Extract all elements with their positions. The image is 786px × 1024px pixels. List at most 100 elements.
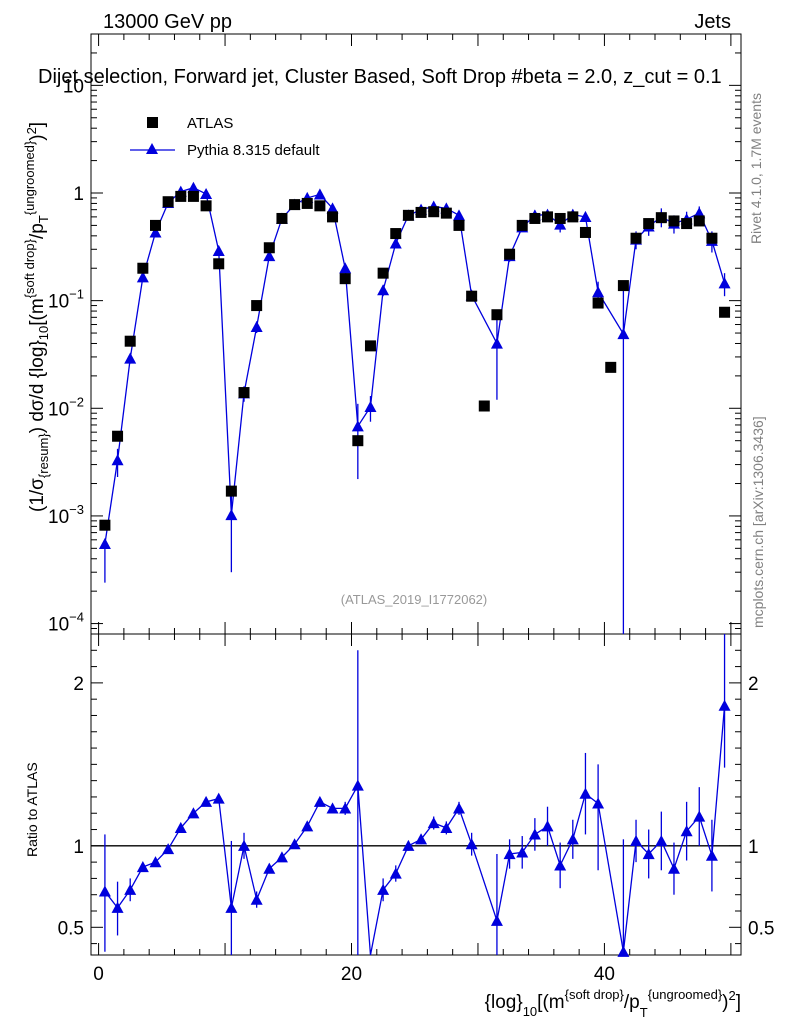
mc-point — [111, 454, 124, 466]
legend-data-label: ATLAS — [187, 115, 233, 132]
data-point — [668, 215, 680, 227]
data-point — [124, 335, 136, 347]
ratio-point — [275, 851, 288, 863]
ratio-point — [212, 792, 225, 804]
legend-mc-label: Pythia 8.315 default — [187, 142, 320, 159]
y-tick-label-ratio-right: 2 — [748, 674, 759, 695]
ratio-point — [630, 834, 643, 847]
ratio-point — [263, 862, 276, 874]
ratio-point — [705, 849, 718, 861]
data-point — [251, 300, 263, 312]
ratio-point — [655, 834, 668, 847]
svg-text:{log}10[(m{soft drop}/pT{ungro: {log}10[(m{soft drop}/pT{ungroomed})2] — [485, 987, 741, 1020]
ratio-point — [579, 787, 592, 799]
data-point — [263, 242, 275, 254]
mc-point — [339, 262, 352, 274]
mc-point — [326, 202, 339, 214]
ratio-point — [111, 901, 124, 913]
ratio-point — [617, 945, 630, 957]
mc-point — [364, 400, 377, 413]
ratio-point — [503, 847, 516, 860]
x-tick-label: 0 — [93, 964, 104, 985]
y-tick-label-ratio: 0.5 — [58, 918, 84, 939]
y-tick-label-main: 10−3 — [48, 502, 84, 528]
rivet-version: Rivet 4.1.0, 1.7M events — [748, 93, 764, 244]
mc-point — [718, 277, 731, 289]
legend-mc-marker — [146, 143, 158, 154]
ratio-point — [225, 901, 238, 913]
ratio-point — [187, 807, 200, 819]
data-point — [681, 218, 693, 230]
ratio-point — [326, 802, 339, 814]
data-point — [339, 273, 351, 285]
ratio-point — [149, 856, 162, 868]
ratio-point — [136, 861, 149, 873]
data-point — [187, 190, 199, 202]
ratio-point — [680, 825, 693, 837]
data-point — [643, 218, 655, 230]
mc-point — [250, 320, 263, 333]
ratio-point — [452, 802, 465, 814]
y-tick-label-ratio: 1 — [73, 837, 84, 858]
ratio-point — [693, 810, 706, 822]
ratio-point — [124, 883, 137, 895]
data-point — [491, 309, 503, 321]
legend-data-marker — [147, 117, 158, 128]
data-point — [617, 280, 629, 292]
y-tick-label-main: 1 — [73, 184, 84, 205]
mc-point — [377, 284, 390, 296]
x-tick-label: 20 — [341, 964, 362, 985]
data-point — [415, 206, 427, 218]
data-point — [364, 340, 376, 352]
data-point — [592, 297, 604, 309]
ratio-point — [566, 833, 579, 845]
ratio-point — [465, 838, 478, 850]
ratio-point — [98, 885, 111, 897]
data-point — [440, 207, 452, 219]
mc-point — [212, 244, 225, 256]
data-point — [225, 485, 237, 497]
data-point — [402, 209, 414, 221]
data-point — [706, 232, 718, 244]
data-point — [579, 226, 591, 238]
ratio-point — [490, 914, 503, 926]
mc-point — [124, 352, 137, 364]
ratio-point — [301, 820, 314, 832]
mc-point — [149, 226, 162, 238]
ratio-point — [162, 843, 175, 855]
y-tick-label-ratio-right: 0.5 — [748, 918, 774, 939]
ratio-point — [174, 821, 187, 834]
data-point — [301, 197, 313, 209]
ratio-point — [427, 817, 440, 829]
data-point — [289, 199, 301, 211]
data-point — [504, 248, 516, 260]
ratio-point — [440, 821, 453, 834]
y-axis-label-ratio: Ratio to ATLAS — [24, 762, 40, 857]
data-point — [213, 258, 225, 270]
ratio-point — [554, 859, 567, 871]
y-tick-label-ratio: 2 — [73, 674, 84, 695]
ratio-point — [288, 838, 301, 850]
data-point — [175, 190, 187, 202]
ratio-point — [339, 802, 352, 814]
data-point — [327, 211, 339, 223]
data-point — [149, 219, 161, 231]
mc-point — [136, 271, 149, 283]
y-axis-label-main: (1/σ{resum}) dσ/d {log}10[(m{soft drop}/… — [22, 122, 51, 512]
legend: ATLAS Pythia 8.315 default — [130, 115, 320, 159]
data-point — [453, 219, 465, 231]
mc-point — [187, 181, 200, 193]
y-tick-label-main: 10 — [63, 76, 84, 97]
mc-point — [579, 210, 592, 222]
mc-point — [592, 286, 605, 298]
ratio-point — [377, 883, 390, 895]
data-point — [99, 519, 111, 531]
mc-point — [452, 209, 465, 221]
data-point — [428, 206, 440, 218]
y-tick-label-main: 10−4 — [48, 610, 84, 636]
chart-marks — [91, 181, 741, 957]
data-point — [630, 232, 642, 244]
ratio-point — [351, 779, 364, 791]
data-point — [516, 219, 528, 231]
